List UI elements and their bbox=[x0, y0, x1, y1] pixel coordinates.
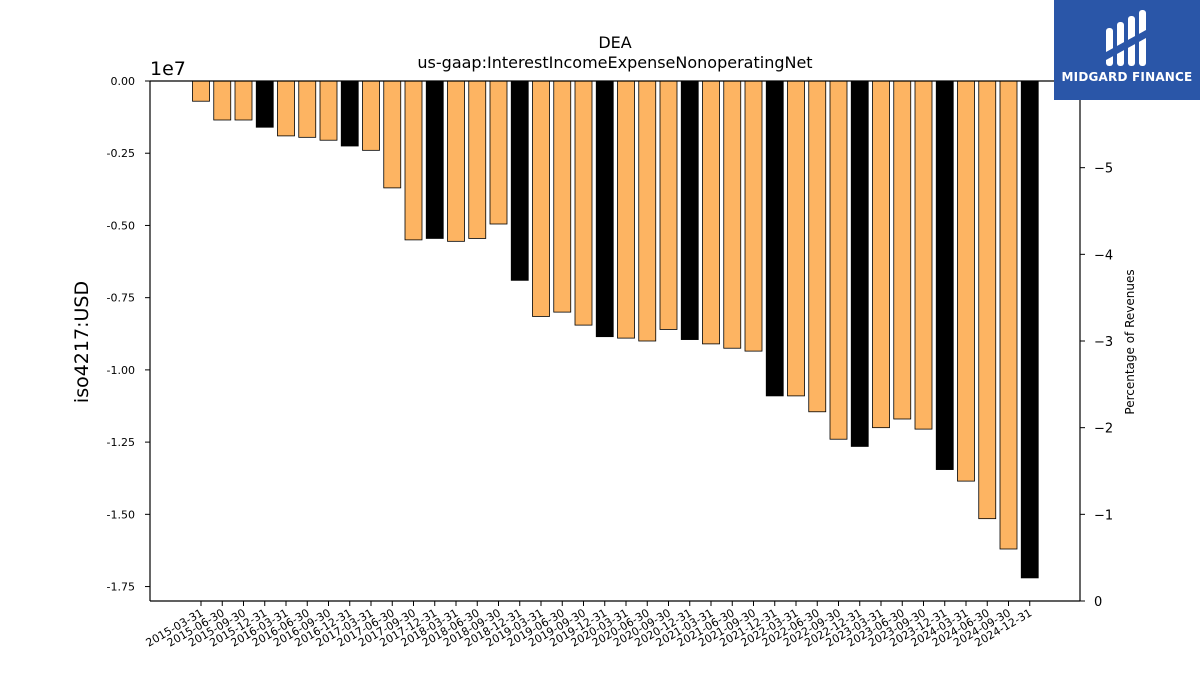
bar-2016-12-31 bbox=[340, 80, 359, 147]
y-axis-ticks: 0.00 -0.25 -0.50 -0.75 -1.00 -1.25 -1.50 -1.75 bbox=[107, 75, 150, 594]
bar-2024-06-30 bbox=[978, 80, 997, 520]
y-tick-label: -0.75 bbox=[107, 292, 135, 305]
bar-2024-12-31 bbox=[1020, 80, 1039, 579]
bar-2016-06-30 bbox=[298, 80, 317, 138]
y2-tick-label: −5 bbox=[1094, 162, 1113, 177]
bar-2024-09-30 bbox=[999, 80, 1018, 550]
bar-2015-06-30 bbox=[213, 80, 232, 121]
bar-2023-12-31 bbox=[935, 80, 954, 470]
bar-2017-09-30 bbox=[404, 80, 423, 241]
y2-tick-label: −4 bbox=[1094, 248, 1113, 263]
chart-title: DEA bbox=[598, 33, 631, 52]
bar-2017-12-31 bbox=[425, 80, 444, 239]
bar-2019-12-31 bbox=[595, 80, 614, 338]
bar-2021-12-31 bbox=[765, 80, 784, 397]
bar-2021-06-30 bbox=[723, 80, 742, 349]
bar-2022-03-31 bbox=[787, 80, 805, 397]
y-tick-label: -1.50 bbox=[107, 508, 135, 521]
bar-2022-12-31 bbox=[850, 80, 869, 447]
bar-2018-06-30 bbox=[468, 80, 487, 239]
bar-2020-12-31 bbox=[680, 80, 699, 340]
y2-axis-label: Percentage of Revenues bbox=[1123, 269, 1137, 414]
bar-2016-09-30 bbox=[319, 80, 338, 141]
y-tick-label: -1.75 bbox=[107, 581, 135, 594]
bar-2017-06-30 bbox=[383, 80, 402, 189]
bar-2021-03-31 bbox=[702, 80, 720, 345]
y-tick-label: -0.25 bbox=[107, 147, 135, 160]
bar-2015-03-31 bbox=[192, 80, 210, 102]
y2-tick-label: −2 bbox=[1094, 422, 1113, 437]
bar-2022-06-30 bbox=[808, 80, 827, 413]
y2-tick-label: −1 bbox=[1094, 508, 1113, 523]
y2-tick-label: −3 bbox=[1094, 335, 1113, 350]
y-tick-label: -1.00 bbox=[107, 364, 135, 377]
chart-subtitle: us-gaap:InterestIncomeExpenseNonoperatin… bbox=[417, 53, 812, 72]
bars-group bbox=[192, 80, 1039, 579]
bar-2024-03-31 bbox=[957, 80, 975, 482]
bar-2015-12-31 bbox=[255, 80, 274, 128]
bar-2020-03-31 bbox=[617, 80, 635, 339]
bar-2020-09-30 bbox=[659, 80, 678, 330]
x-axis-ticks: 2015-03-312015-06-302015-09-302015-12-31… bbox=[144, 601, 1034, 650]
bar-2017-03-31 bbox=[362, 80, 380, 151]
bar-2023-06-30 bbox=[893, 80, 912, 420]
y-axis-offset-label: 1e7 bbox=[150, 58, 186, 80]
bar-2022-09-30 bbox=[829, 80, 848, 440]
brand-name: MIDGARD FINANCE bbox=[1061, 70, 1193, 84]
bar-2015-09-30 bbox=[234, 80, 253, 121]
y2-axis-ticks: 0 −1 −2 −3 −4 −5 bbox=[1080, 162, 1113, 610]
bar-2023-09-30 bbox=[914, 80, 933, 430]
bar-2023-03-31 bbox=[872, 80, 890, 429]
y-tick-label: -1.25 bbox=[107, 436, 135, 449]
bar-2018-12-31 bbox=[510, 80, 529, 281]
bar-2018-09-30 bbox=[489, 80, 508, 225]
bar-2019-09-30 bbox=[574, 80, 593, 326]
brand-logo: MIDGARD FINANCE bbox=[1054, 0, 1200, 100]
bar-2020-06-30 bbox=[638, 80, 657, 342]
y-tick-label: 0.00 bbox=[111, 75, 136, 88]
bar-2019-03-31 bbox=[532, 80, 550, 317]
bar-2016-03-31 bbox=[277, 80, 295, 137]
y-axis-label: iso4217:USD bbox=[71, 281, 93, 403]
bar-2019-06-30 bbox=[553, 80, 572, 313]
bar-2018-03-31 bbox=[447, 80, 465, 242]
y2-tick-label: 0 bbox=[1094, 595, 1102, 610]
bar-2021-09-30 bbox=[744, 80, 763, 352]
y-tick-label: -0.50 bbox=[107, 219, 135, 232]
logo-mark-icon bbox=[1106, 10, 1146, 66]
